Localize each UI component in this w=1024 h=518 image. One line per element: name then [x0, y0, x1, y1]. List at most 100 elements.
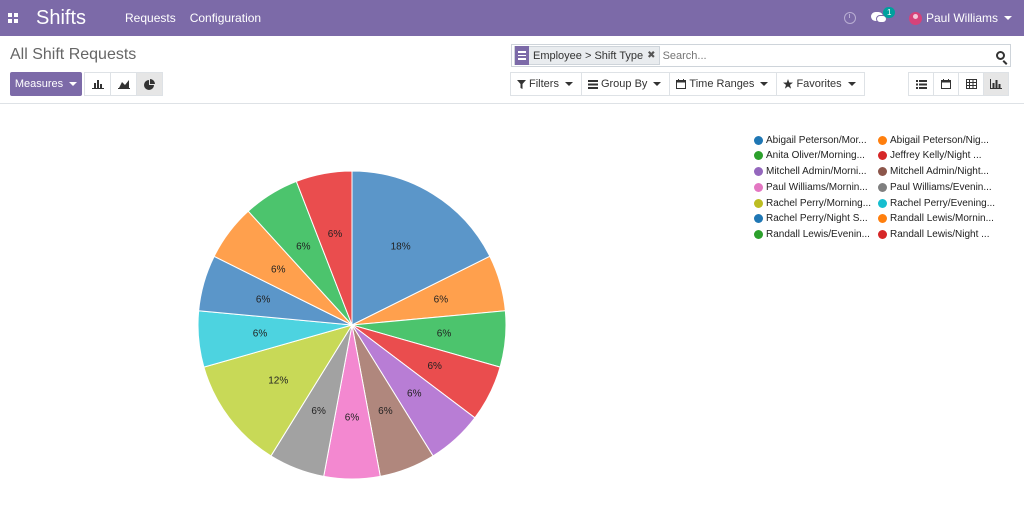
- messaging-icon[interactable]: 1: [870, 7, 896, 24]
- search-icon[interactable]: [990, 45, 1010, 66]
- bar-chart-button[interactable]: [84, 72, 111, 96]
- chart-legend: Abigail Peterson/Mor... Abigail Peterson/…: [754, 134, 1002, 241]
- slice-label: 18%: [391, 241, 411, 252]
- menu-requests[interactable]: Requests: [125, 11, 176, 25]
- pivot-view-button[interactable]: [958, 72, 984, 96]
- search-input[interactable]: [662, 49, 990, 62]
- list-view-icon: [915, 79, 927, 89]
- legend-item[interactable]: Randall Lewis/Mornin...: [878, 213, 1002, 225]
- group-by-button[interactable]: Group By: [580, 72, 671, 96]
- groupby-facet-icon: [515, 46, 529, 65]
- measures-button[interactable]: Measures: [10, 72, 82, 96]
- remove-facet-icon[interactable]: ✖: [647, 50, 656, 61]
- legend-label: Randall Lewis/Night ...: [890, 229, 990, 241]
- legend-item[interactable]: Rachel Perry/Night S...: [754, 213, 878, 225]
- star-icon: [783, 79, 794, 89]
- line-chart-button[interactable]: [110, 72, 137, 96]
- bar-chart-icon: [91, 80, 104, 89]
- legend-item[interactable]: Randall Lewis/Night ...: [878, 229, 1002, 241]
- slice-label: 6%: [256, 295, 271, 306]
- graph-view: 18% 6% 6% 6% 6% 6% 6% 6% 12% 6% 6% 6% 6% 6% Abigail P…: [0, 105, 1024, 518]
- legend-dot-icon: [878, 151, 887, 161]
- search-options: Filters Group By Time Ranges Favorites: [510, 72, 865, 96]
- menu-configuration[interactable]: Configuration: [189, 11, 262, 25]
- slice-label: 6%: [407, 388, 422, 399]
- pie-chart-button[interactable]: [136, 72, 163, 96]
- pie-slice[interactable]: [203, 324, 354, 457]
- slice-label: 6%: [378, 406, 393, 417]
- time-ranges-button[interactable]: Time Ranges: [669, 72, 778, 96]
- legend-dot-icon: [878, 214, 887, 224]
- pivot-view-icon: [965, 79, 977, 89]
- legend-item[interactable]: Mitchell Admin/Morni...: [754, 166, 878, 178]
- page-title: All Shift Requests: [10, 46, 137, 63]
- legend-dot-icon: [754, 182, 763, 192]
- slice-label: 6%: [311, 406, 326, 417]
- legend-item[interactable]: Randall Lewis/Evenin...: [754, 229, 878, 241]
- view-switcher: [908, 72, 1009, 96]
- search-bar: Employee > Shift Type ✖: [511, 44, 1011, 67]
- slice-label: 6%: [296, 241, 311, 252]
- legend-dot-icon: [878, 198, 887, 208]
- slice-label: 6%: [271, 264, 286, 275]
- pie-chart-icon: [144, 78, 155, 90]
- legend-label: Mitchell Admin/Night...: [890, 166, 989, 178]
- legend-item[interactable]: Rachel Perry/Evening...: [878, 197, 1002, 209]
- calendar-icon: [676, 79, 687, 89]
- legend-label: Jeffrey Kelly/Night ...: [890, 150, 982, 162]
- list-view-button[interactable]: [908, 72, 934, 96]
- chevron-down-icon: [1004, 16, 1012, 20]
- chevron-down-icon: [69, 82, 78, 86]
- slice-label: 6%: [253, 329, 268, 340]
- group-by-label: Group By: [600, 78, 648, 90]
- legend-label: Mitchell Admin/Morni...: [766, 166, 867, 178]
- pie-slice[interactable]: [351, 170, 491, 326]
- top-navbar: Shifts Requests Configuration 1 Paul Wil…: [0, 0, 1024, 36]
- legend-dot-icon: [754, 230, 763, 240]
- chevron-down-icon: [564, 82, 573, 86]
- legend-label: Randall Lewis/Mornin...: [890, 213, 994, 225]
- calendar-view-button[interactable]: [933, 72, 959, 96]
- chart-type-switcher: [84, 72, 163, 96]
- line-chart-icon: [117, 80, 130, 89]
- legend-dot-icon: [754, 214, 763, 224]
- apps-menu-icon[interactable]: [2, 0, 24, 36]
- favorites-button[interactable]: Favorites: [776, 72, 865, 96]
- chevron-down-icon: [760, 82, 769, 86]
- legend-item[interactable]: Abigail Peterson/Nig...: [878, 134, 1002, 146]
- activity-clock-icon[interactable]: [843, 12, 856, 24]
- legend-label: Paul Williams/Mornin...: [766, 181, 868, 193]
- legend-dot-icon: [878, 230, 887, 240]
- graph-view-icon: [990, 79, 1002, 89]
- filters-label: Filters: [529, 78, 559, 90]
- legend-item[interactable]: Anita Oliver/Morning...: [754, 150, 878, 162]
- slice-label: 6%: [437, 329, 452, 340]
- legend-dot-icon: [754, 198, 763, 208]
- app-name[interactable]: Shifts: [36, 6, 87, 29]
- legend-label: Rachel Perry/Night S...: [766, 213, 868, 225]
- legend-item[interactable]: Mitchell Admin/Night...: [878, 166, 1002, 178]
- legend-item[interactable]: Jeffrey Kelly/Night ...: [878, 150, 1002, 162]
- legend-label: Anita Oliver/Morning...: [766, 150, 865, 162]
- pie-slice[interactable]: [295, 170, 353, 326]
- legend-item[interactable]: Rachel Perry/Morning...: [754, 197, 878, 209]
- legend-dot-icon: [878, 135, 887, 145]
- message-count-badge: 1: [882, 7, 896, 18]
- graph-view-button[interactable]: [983, 72, 1009, 96]
- user-name: Paul Williams: [925, 11, 998, 25]
- legend-item[interactable]: Paul Williams/Evenin...: [878, 181, 1002, 193]
- user-menu[interactable]: Paul Williams: [908, 11, 1012, 25]
- time-ranges-label: Time Ranges: [689, 78, 755, 90]
- favorites-label: Favorites: [796, 78, 842, 90]
- calendar-view-icon: [941, 79, 951, 89]
- legend-item[interactable]: Abigail Peterson/Mor...: [754, 134, 878, 146]
- legend-dot-icon: [878, 182, 887, 192]
- slice-label: 6%: [427, 361, 442, 372]
- filters-button[interactable]: Filters: [510, 72, 582, 96]
- legend-item[interactable]: Paul Williams/Mornin...: [754, 181, 878, 193]
- legend-dot-icon: [754, 167, 763, 177]
- filter-icon: [517, 79, 526, 89]
- legend-dot-icon: [754, 135, 763, 145]
- measures-label: Measures: [14, 78, 64, 90]
- legend-label: Rachel Perry/Evening...: [890, 197, 996, 209]
